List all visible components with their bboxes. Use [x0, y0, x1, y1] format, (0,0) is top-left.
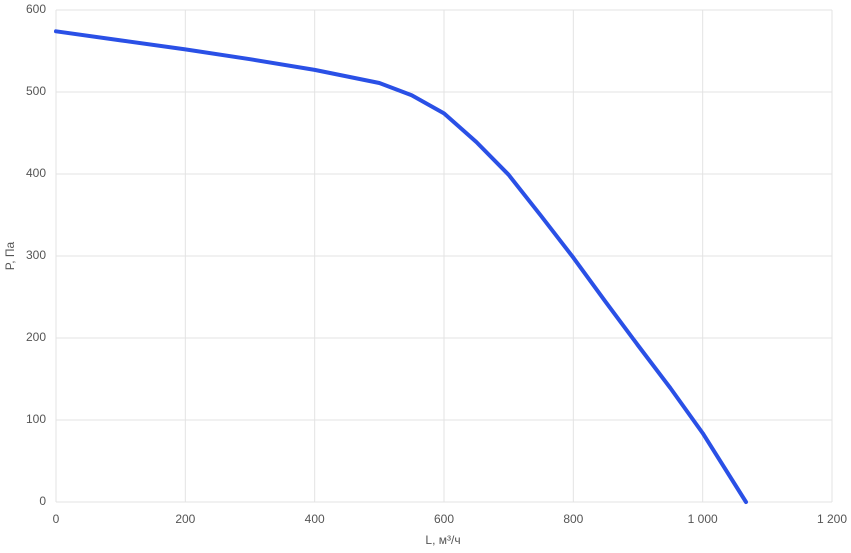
y-tick-label: 600	[26, 2, 46, 16]
x-tick-label: 1 200	[817, 512, 847, 526]
y-tick-label: 200	[26, 330, 46, 344]
y-tick-label: 500	[26, 84, 46, 98]
y-axis-title: P, Па	[3, 241, 17, 270]
y-tick-label: 0	[39, 494, 46, 508]
x-tick-label: 800	[563, 512, 583, 526]
y-tick-label: 400	[26, 166, 46, 180]
y-tick-label: 100	[26, 412, 46, 426]
x-tick-label: 200	[175, 512, 195, 526]
x-tick-label: 600	[434, 512, 454, 526]
x-tick-label: 1 000	[688, 512, 718, 526]
x-tick-label: 0	[53, 512, 60, 526]
line	[54, 29, 748, 504]
y-tick-label: 300	[26, 248, 46, 262]
x-axis-title: L, м³/ч	[425, 533, 460, 547]
x-tick-label: 400	[305, 512, 325, 526]
